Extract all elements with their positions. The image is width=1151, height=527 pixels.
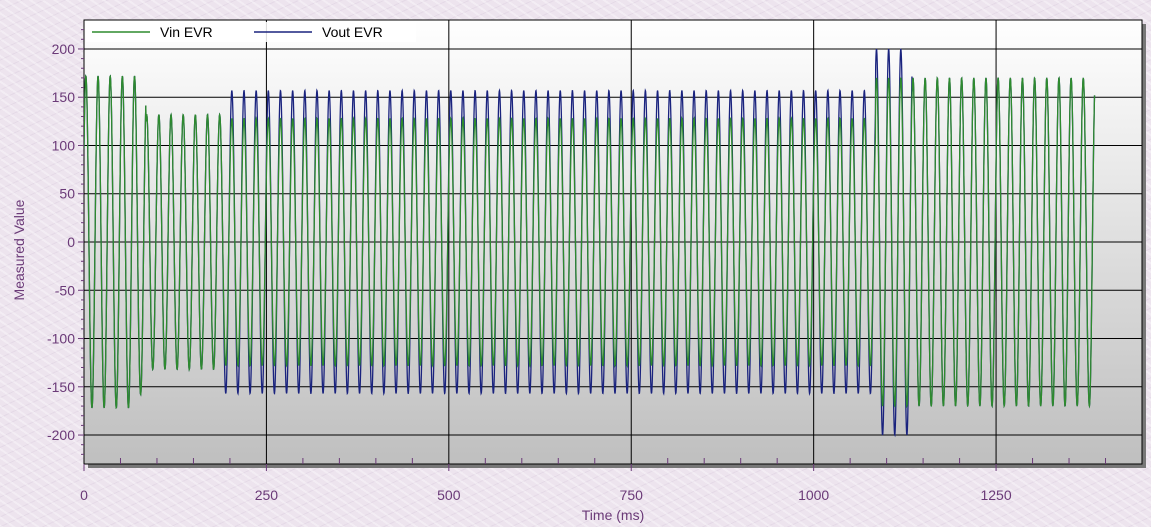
x-tick-label: 0 xyxy=(80,487,88,503)
legend-label-vin: Vin EVR xyxy=(160,24,213,40)
series-line-vin xyxy=(84,74,1096,410)
x-tick-label: 750 xyxy=(620,487,644,503)
y-tick-label: 0 xyxy=(67,234,75,250)
legend-background xyxy=(86,22,416,42)
x-tick-label: 1000 xyxy=(798,487,829,503)
series-layer xyxy=(84,48,1096,438)
y-axis-title: Measured Value xyxy=(11,199,27,300)
y-tick-label: -50 xyxy=(55,282,75,298)
x-axis-title: Time (ms) xyxy=(582,507,644,523)
y-tick-label: -200 xyxy=(47,427,75,443)
y-tick-label: 200 xyxy=(52,41,76,57)
y-tick-label: -100 xyxy=(47,331,75,347)
y-tick-label: -150 xyxy=(47,379,75,395)
y-tick-label: 150 xyxy=(52,89,76,105)
ticks xyxy=(78,29,1107,471)
y-tick-label: 100 xyxy=(52,137,76,153)
y-tick-label: 50 xyxy=(59,186,75,202)
legend-label-vout: Vout EVR xyxy=(322,24,383,40)
x-tick-label: 1250 xyxy=(980,487,1011,503)
legend: Vin EVR Vout EVR xyxy=(86,22,416,42)
x-tick-label: 250 xyxy=(255,487,279,503)
x-tick-label: 500 xyxy=(437,487,461,503)
